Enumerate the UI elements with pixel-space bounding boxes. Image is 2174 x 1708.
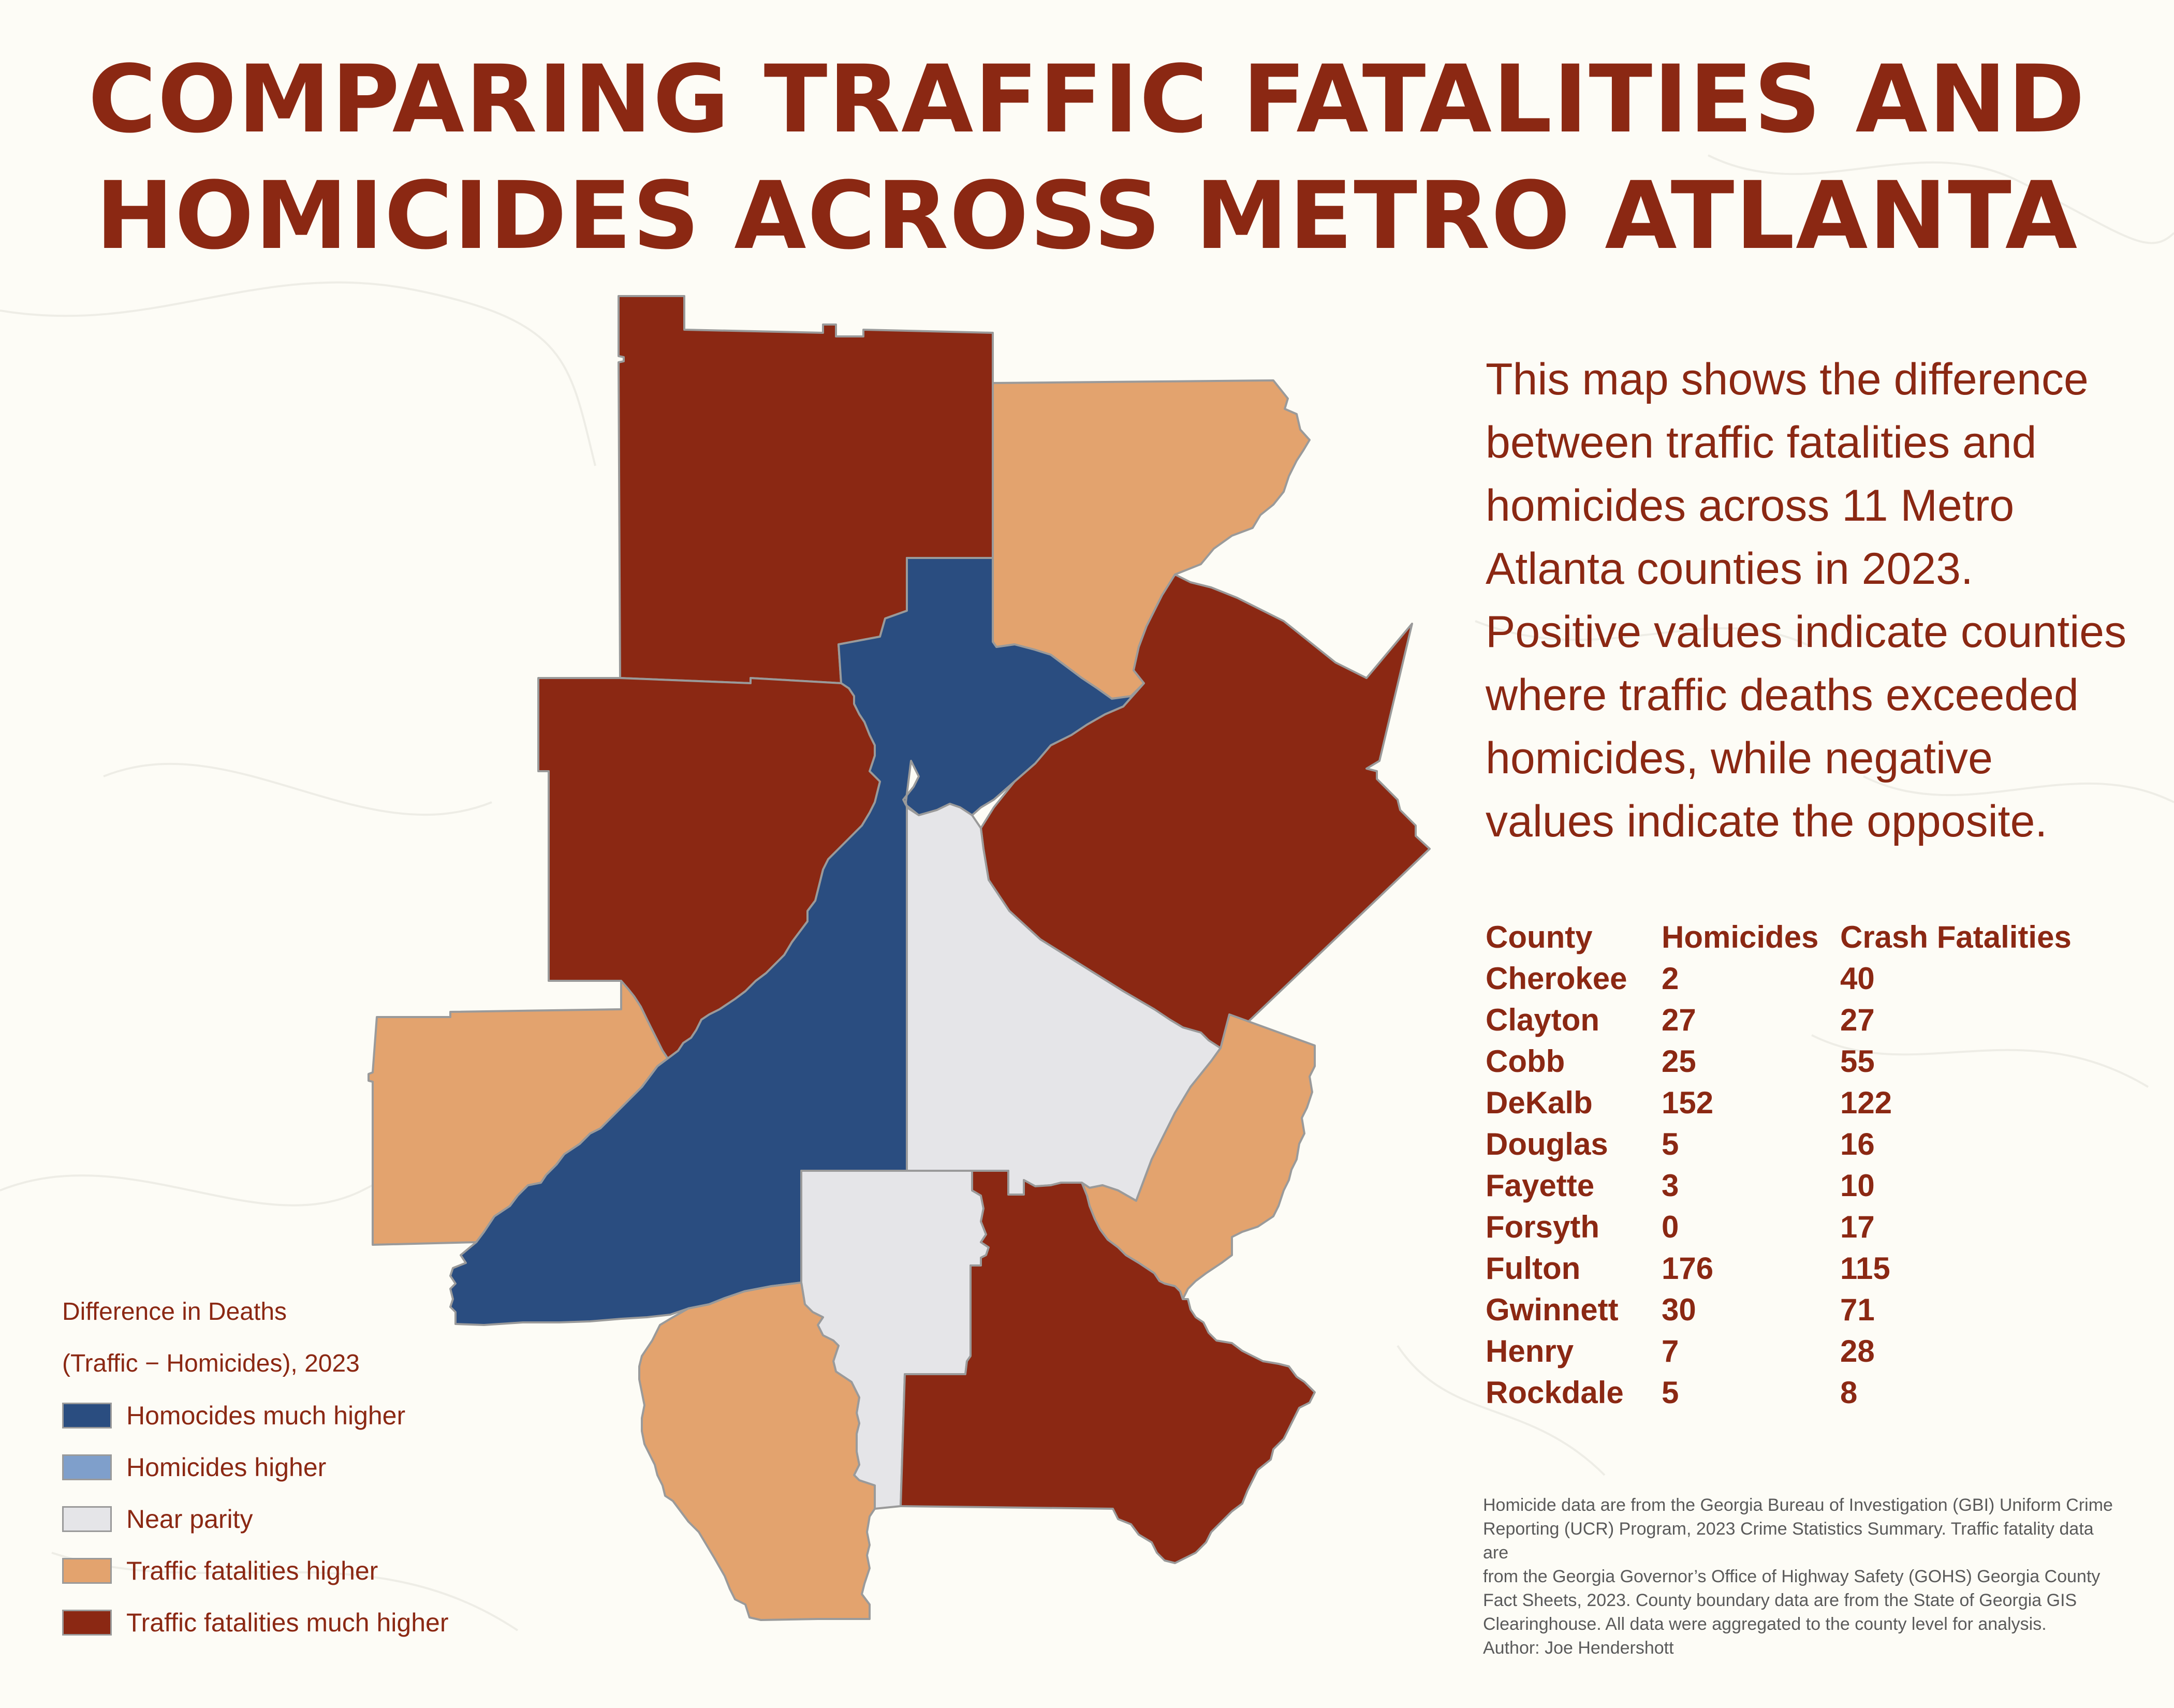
county-henry <box>900 1170 1316 1564</box>
legend-swatch-homicides-higher <box>62 1454 112 1480</box>
cell-crash: 55 <box>1840 1043 1875 1079</box>
cell-crash: 16 <box>1840 1126 1875 1161</box>
cell-county: Henry <box>1486 1333 1574 1368</box>
table-header-county: County <box>1486 919 1593 954</box>
legend-item: Traffic fatalities higher <box>62 1545 449 1597</box>
cell-crash: 17 <box>1840 1209 1875 1244</box>
table-header-homicides: Homicides <box>1662 919 1819 954</box>
cell-county: Douglas <box>1486 1126 1608 1161</box>
cell-county: Gwinnett <box>1486 1292 1619 1327</box>
cell-crash: 115 <box>1840 1250 1890 1286</box>
cell-homicides: 5 <box>1662 1375 1679 1410</box>
map-description: This map shows the difference between tr… <box>1486 355 2127 846</box>
cell-homicides: 5 <box>1662 1126 1679 1161</box>
cell-county: Fulton <box>1486 1250 1581 1286</box>
cell-homicides: 7 <box>1662 1333 1679 1368</box>
table-header-crash: Crash Fatalities <box>1840 919 2072 954</box>
cell-county: Cobb <box>1486 1043 1565 1079</box>
cell-homicides: 2 <box>1662 961 1679 996</box>
source-line-5: Clearinghouse. All data were aggregated … <box>1483 1614 2047 1634</box>
map-legend: Difference in Deaths (Traffic − Homicide… <box>62 1286 449 1648</box>
table-row: Rockdale 5 8 <box>1486 1372 2078 1413</box>
table-row: Douglas 5 16 <box>1486 1123 2078 1165</box>
county-fayette <box>638 1282 876 1621</box>
legend-label: Near parity <box>126 1505 253 1534</box>
cell-crash: 27 <box>1840 1002 1875 1037</box>
cell-homicides: 3 <box>1662 1168 1679 1203</box>
source-note: Homicide data are from the Georgia Burea… <box>1483 1493 2120 1660</box>
cell-homicides: 152 <box>1662 1085 1714 1120</box>
map-title: COMPARING TRAFFIC FATALITIES AND HOMICID… <box>0 41 2174 274</box>
source-line-2: Reporting (UCR) Program, 2023 Crime Stat… <box>1483 1519 2094 1563</box>
table-header-row: County Homicides Crash Fatalities <box>1486 916 2078 958</box>
legend-item: Homocides much higher <box>62 1390 449 1441</box>
cell-crash: 40 <box>1840 961 1875 996</box>
legend-title-line-2: (Traffic − Homicides), 2023 <box>62 1350 360 1377</box>
source-line-4: Fact Sheets, 2023. County boundary data … <box>1483 1591 2077 1610</box>
cell-homicides: 25 <box>1662 1043 1696 1079</box>
table-row: Cherokee 2 40 <box>1486 958 2078 999</box>
cell-crash: 28 <box>1840 1333 1875 1368</box>
table-row: Fayette 3 10 <box>1486 1165 2078 1206</box>
source-line-1: Homicide data are from the Georgia Burea… <box>1483 1495 2113 1515</box>
county-douglas <box>368 980 669 1246</box>
map-title-line-1: COMPARING TRAFFIC FATALITIES AND <box>88 46 2086 154</box>
cell-crash: 8 <box>1840 1375 1858 1410</box>
cell-crash: 71 <box>1840 1292 1875 1327</box>
legend-label: Homocides much higher <box>126 1401 406 1430</box>
cell-homicides: 27 <box>1662 1002 1696 1037</box>
cell-county: Cherokee <box>1486 961 1627 996</box>
table-row: Henry 7 28 <box>1486 1330 2078 1372</box>
county-data-table: County Homicides Crash Fatalities Cherok… <box>1486 916 2078 1413</box>
cell-county: Forsyth <box>1486 1209 1600 1244</box>
legend-item: Homicides higher <box>62 1441 449 1493</box>
legend-item: Near parity <box>62 1493 449 1545</box>
legend-title-line-1: Difference in Deaths <box>62 1298 287 1326</box>
cell-county: DeKalb <box>1486 1085 1593 1120</box>
table-row: Gwinnett 30 71 <box>1486 1289 2078 1330</box>
map-title-line-2: HOMICIDES ACROSS METRO ATLANTA <box>95 162 2079 270</box>
cell-crash: 10 <box>1840 1168 1875 1203</box>
legend-swatch-traffic-much-higher <box>62 1610 112 1636</box>
legend-swatch-traffic-higher <box>62 1558 112 1584</box>
table-row: Fulton 176 115 <box>1486 1247 2078 1289</box>
source-line-3: from the Georgia Governor’s Office of Hi… <box>1483 1567 2100 1586</box>
table-row: Forsyth 0 17 <box>1486 1206 2078 1247</box>
legend-label: Traffic fatalities much higher <box>126 1608 449 1637</box>
legend-swatch-homicides-much-higher <box>62 1403 112 1429</box>
author-credit: Author: Joe Hendershott <box>1483 1638 1674 1658</box>
cell-crash: 122 <box>1840 1085 1892 1120</box>
cell-county: Fayette <box>1486 1168 1595 1203</box>
table-row: Cobb 25 55 <box>1486 1040 2078 1082</box>
table-row: DeKalb 152 122 <box>1486 1082 2078 1123</box>
cell-homicides: 176 <box>1662 1250 1714 1286</box>
table-row: Clayton 27 27 <box>1486 999 2078 1040</box>
cell-county: Clayton <box>1486 1002 1600 1037</box>
legend-label: Homicides higher <box>126 1453 327 1482</box>
legend-label: Traffic fatalities higher <box>126 1556 378 1585</box>
legend-swatch-near-parity <box>62 1506 112 1532</box>
cell-county: Rockdale <box>1486 1375 1624 1410</box>
legend-item: Traffic fatalities much higher <box>62 1597 449 1648</box>
cell-homicides: 0 <box>1662 1209 1679 1244</box>
cell-homicides: 30 <box>1662 1292 1696 1327</box>
